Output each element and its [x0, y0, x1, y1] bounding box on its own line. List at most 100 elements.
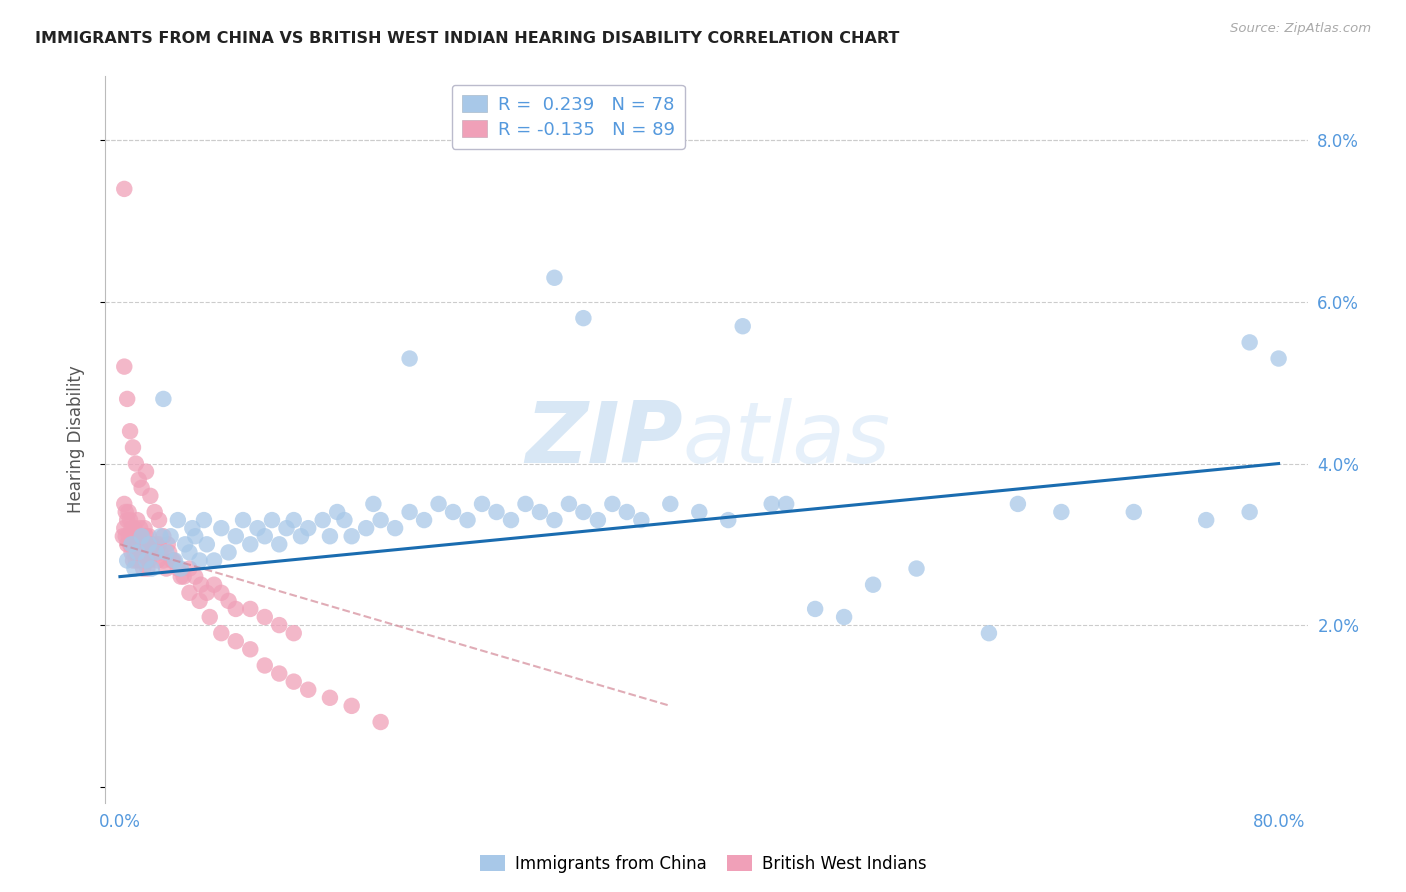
Point — [121, 537, 143, 551]
Point — [731, 319, 754, 334]
Point — [283, 674, 305, 689]
Point — [354, 521, 377, 535]
Point — [121, 521, 143, 535]
Legend: Immigrants from China, British West Indians: Immigrants from China, British West Indi… — [474, 848, 932, 880]
Point — [1239, 335, 1261, 350]
Point — [363, 497, 385, 511]
Point — [253, 529, 276, 543]
Point — [188, 553, 211, 567]
Point — [457, 513, 479, 527]
Point — [572, 311, 595, 326]
Point — [543, 513, 565, 527]
Point — [136, 537, 159, 551]
Point — [129, 521, 152, 535]
Point — [131, 553, 153, 567]
Point — [162, 553, 184, 567]
Point — [190, 578, 212, 592]
Point — [398, 351, 420, 366]
Point — [297, 521, 319, 535]
Point — [1239, 505, 1261, 519]
Point — [139, 489, 162, 503]
Point — [558, 497, 581, 511]
Point — [515, 497, 537, 511]
Point — [543, 270, 565, 285]
Point — [209, 521, 232, 535]
Point — [297, 682, 319, 697]
Point — [384, 521, 406, 535]
Point — [202, 578, 225, 592]
Point — [148, 513, 170, 527]
Point — [269, 618, 291, 632]
Point — [312, 513, 335, 527]
Point — [135, 553, 157, 567]
Point — [131, 529, 153, 543]
Point — [129, 545, 152, 559]
Point — [145, 537, 167, 551]
Point — [246, 521, 269, 535]
Text: ZIP: ZIP — [524, 398, 682, 481]
Point — [179, 586, 201, 600]
Y-axis label: Hearing Disability: Hearing Disability — [66, 366, 84, 513]
Point — [143, 505, 166, 519]
Point — [112, 359, 135, 374]
Point — [125, 457, 148, 471]
Point — [128, 553, 150, 567]
Point — [499, 513, 522, 527]
Point — [138, 537, 160, 551]
Point — [152, 529, 174, 543]
Point — [1195, 513, 1218, 527]
Point — [572, 505, 595, 519]
Point — [138, 553, 160, 567]
Point — [115, 553, 138, 567]
Point — [127, 537, 149, 551]
Point — [326, 505, 349, 519]
Point — [156, 537, 179, 551]
Point — [135, 529, 157, 543]
Point — [135, 553, 157, 567]
Point — [218, 594, 240, 608]
Point — [761, 497, 783, 511]
Point — [775, 497, 797, 511]
Point — [149, 545, 172, 559]
Point — [122, 441, 145, 455]
Point — [155, 545, 177, 559]
Point — [120, 424, 142, 438]
Point — [115, 513, 138, 527]
Point — [202, 553, 225, 567]
Point — [1050, 505, 1073, 519]
Point — [340, 698, 363, 713]
Point — [124, 521, 146, 535]
Point — [225, 634, 247, 648]
Point — [319, 690, 342, 705]
Point — [145, 545, 167, 559]
Point — [398, 505, 420, 519]
Point — [141, 537, 163, 551]
Point — [122, 553, 145, 567]
Point — [128, 473, 150, 487]
Point — [1007, 497, 1029, 511]
Point — [198, 610, 221, 624]
Point — [471, 497, 494, 511]
Text: IMMIGRANTS FROM CHINA VS BRITISH WEST INDIAN HEARING DISABILITY CORRELATION CHAR: IMMIGRANTS FROM CHINA VS BRITISH WEST IN… — [35, 31, 900, 46]
Point — [427, 497, 450, 511]
Point — [181, 521, 204, 535]
Point — [1122, 505, 1144, 519]
Point — [127, 513, 149, 527]
Point — [276, 521, 298, 535]
Point — [283, 513, 305, 527]
Point — [905, 561, 928, 575]
Point — [170, 561, 193, 575]
Point — [340, 529, 363, 543]
Point — [157, 545, 180, 559]
Point — [239, 537, 262, 551]
Point — [209, 586, 232, 600]
Point — [232, 513, 254, 527]
Point — [128, 529, 150, 543]
Point — [195, 586, 218, 600]
Point — [260, 513, 283, 527]
Point — [659, 497, 682, 511]
Point — [159, 529, 181, 543]
Point — [111, 529, 134, 543]
Point — [152, 392, 174, 406]
Point — [586, 513, 609, 527]
